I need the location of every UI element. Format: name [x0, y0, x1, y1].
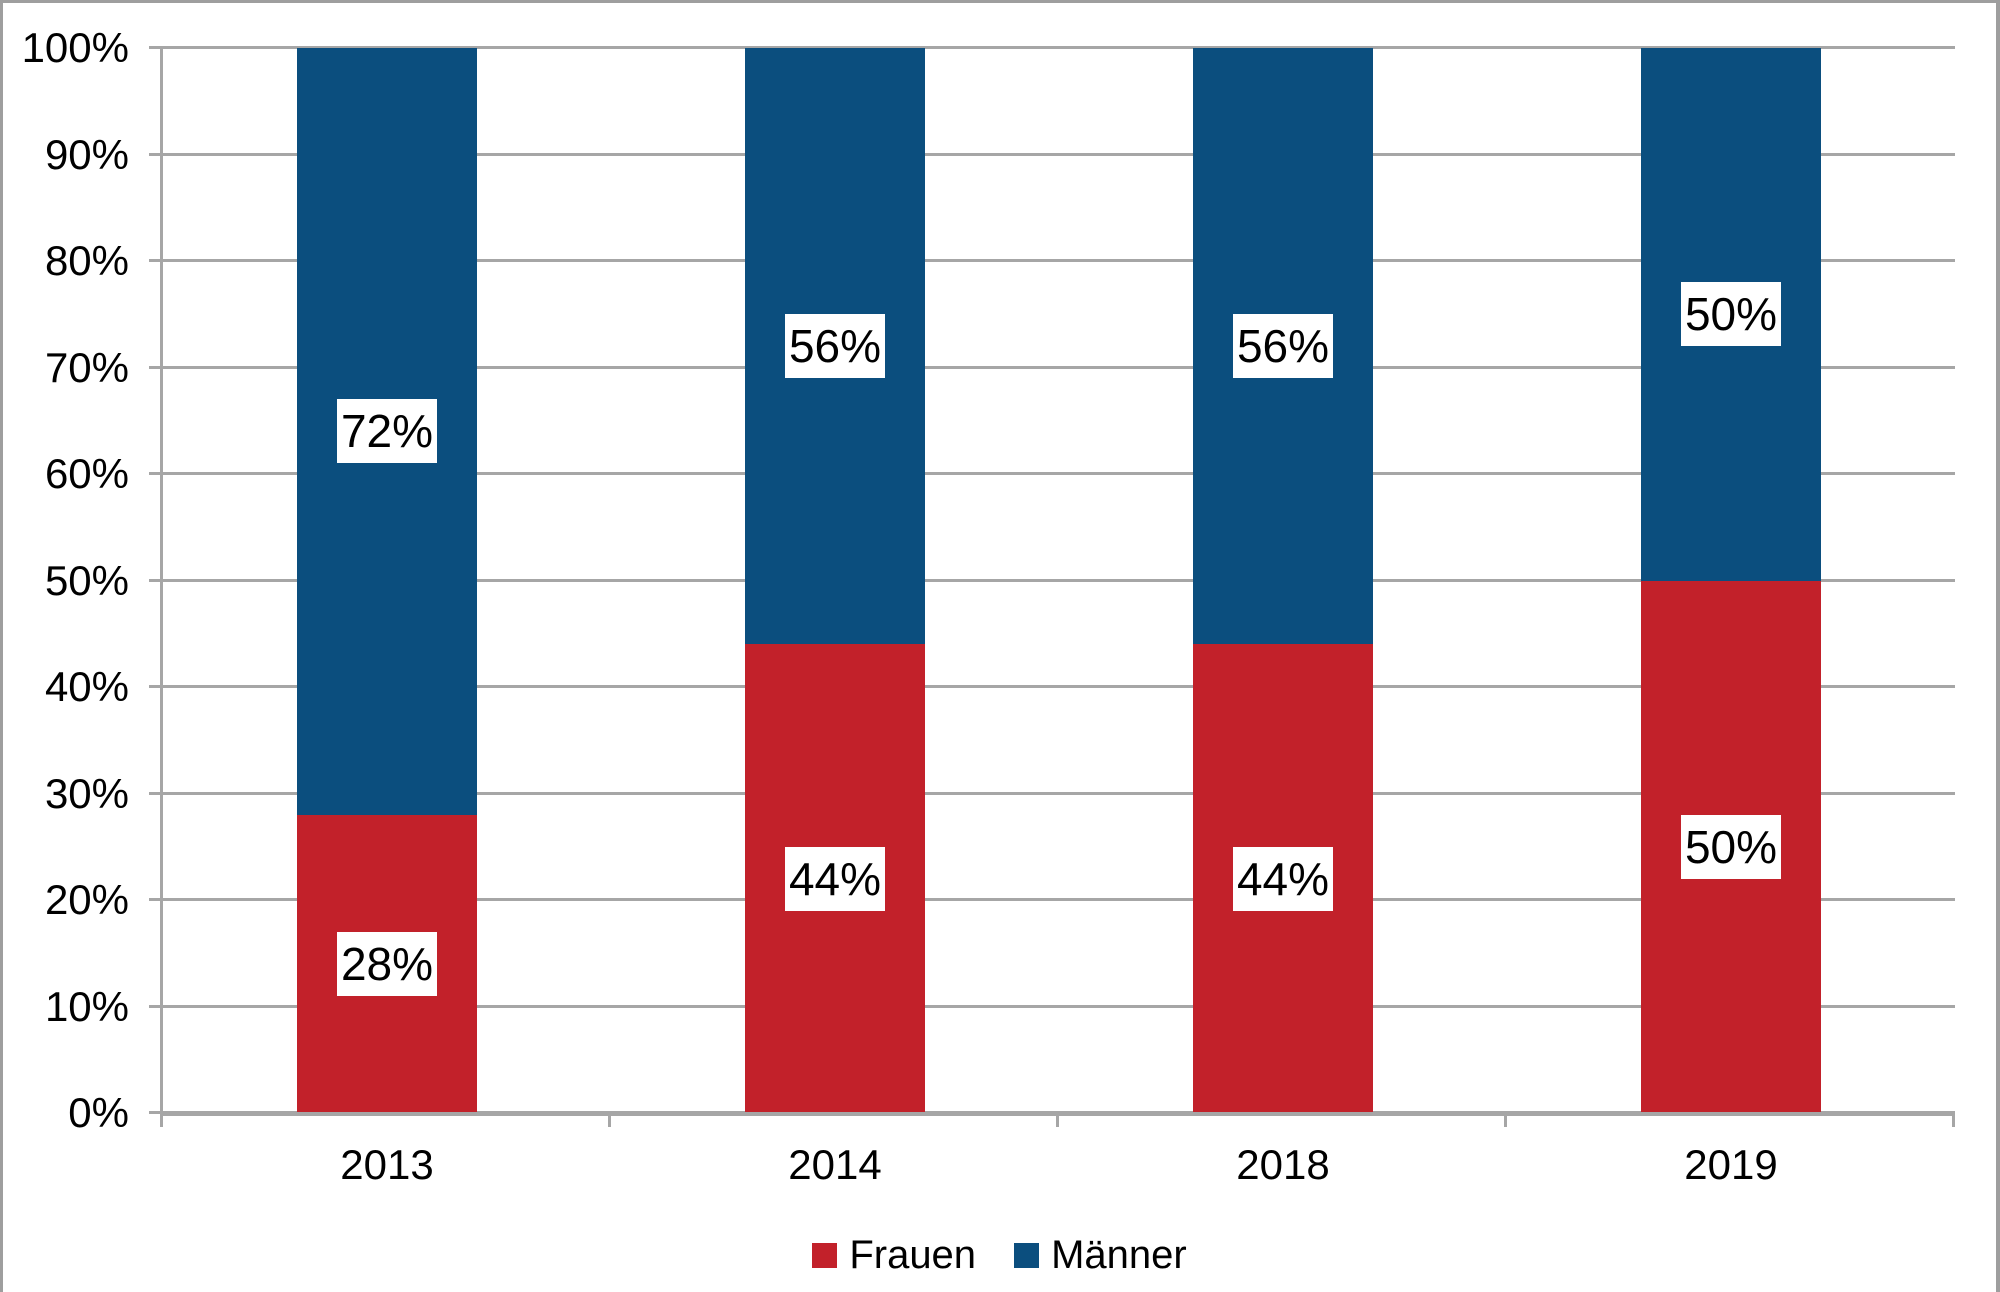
- y-axis-tick: [149, 259, 163, 262]
- legend: Frauen Männer: [3, 1227, 1996, 1283]
- y-axis-tick-label: 90%: [44, 131, 129, 178]
- gridline: [163, 153, 1955, 156]
- y-axis-tick: [149, 153, 163, 156]
- y-axis-tick: [149, 472, 163, 475]
- legend-swatch-maenner-icon: [1014, 1242, 1040, 1268]
- gridline: [163, 259, 1955, 262]
- gridline: [163, 46, 1955, 49]
- legend-swatch-frauen-icon: [812, 1242, 838, 1268]
- y-axis-tick-label: 40%: [44, 663, 129, 710]
- y-axis-tick: [149, 685, 163, 688]
- legend-label-maenner: Männer: [1051, 1232, 1187, 1277]
- gridline: [163, 472, 1955, 475]
- gridline: [163, 792, 1955, 795]
- data-label-männer-2019: 50%: [1681, 282, 1781, 346]
- gridline: [163, 685, 1955, 688]
- y-axis-tick: [149, 792, 163, 795]
- x-axis-tick-label: 2013: [340, 1141, 434, 1188]
- data-label-frauen-2018: 44%: [1233, 847, 1333, 911]
- y-axis-tick: [149, 579, 163, 582]
- y-axis-tick-label: 60%: [44, 450, 129, 497]
- y-axis-tick-label: 30%: [44, 770, 129, 817]
- y-axis-line: [160, 48, 163, 1127]
- y-axis-tick-label: 20%: [44, 876, 129, 923]
- x-axis-tick-label: 2014: [788, 1141, 882, 1188]
- gridline: [163, 366, 1955, 369]
- x-axis-tick-label: 2018: [1236, 1141, 1330, 1188]
- legend-item-frauen: Frauen: [812, 1233, 976, 1278]
- legend-item-maenner: Männer: [1014, 1233, 1187, 1278]
- x-axis-tick: [160, 1116, 163, 1127]
- data-label-frauen-2019: 50%: [1681, 815, 1781, 879]
- y-axis-tick-label: 100%: [21, 24, 129, 71]
- x-axis-tick-label: 2019: [1684, 1141, 1778, 1188]
- legend-label-frauen: Frauen: [849, 1232, 977, 1277]
- x-axis-tick: [1504, 1116, 1507, 1127]
- y-axis-tick: [149, 46, 163, 49]
- x-axis-tick: [1952, 1116, 1955, 1127]
- data-label-männer-2014: 56%: [785, 314, 885, 378]
- x-axis-line: [160, 1112, 1955, 1116]
- y-axis-tick-label: 70%: [44, 344, 129, 391]
- data-label-frauen-2013: 28%: [337, 932, 437, 996]
- y-axis-tick: [149, 366, 163, 369]
- gridline: [163, 579, 1955, 582]
- y-axis-tick: [149, 898, 163, 901]
- y-axis-tick: [149, 1111, 163, 1114]
- y-axis-tick: [149, 1005, 163, 1008]
- y-axis-tick-label: 10%: [44, 983, 129, 1030]
- x-axis-tick: [1056, 1116, 1059, 1127]
- y-axis-tick-label: 80%: [44, 237, 129, 284]
- y-axis-tick-label: 50%: [44, 557, 129, 604]
- data-label-männer-2018: 56%: [1233, 314, 1333, 378]
- data-label-frauen-2014: 44%: [785, 847, 885, 911]
- y-axis-tick-label: 0%: [68, 1089, 129, 1136]
- gridline: [163, 1005, 1955, 1008]
- data-label-männer-2013: 72%: [337, 399, 437, 463]
- x-axis-tick: [608, 1116, 611, 1127]
- gridline: [163, 898, 1955, 901]
